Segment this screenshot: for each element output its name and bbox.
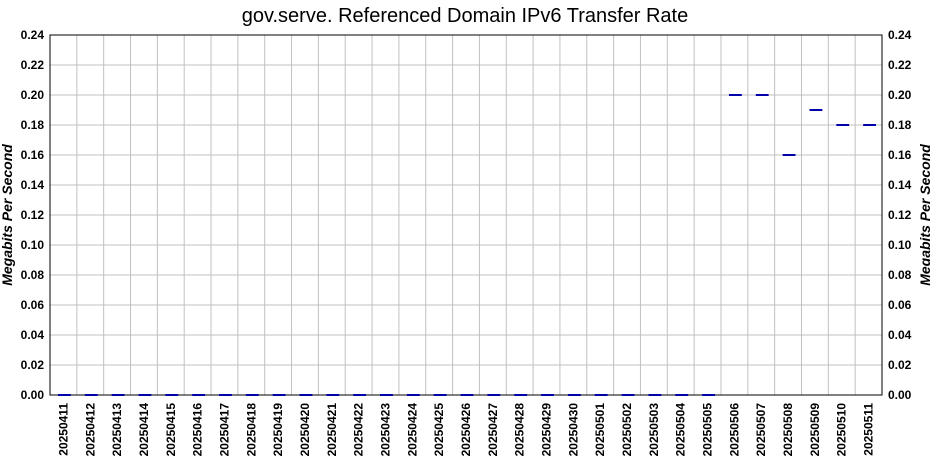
x-tick-label: 20250507 (754, 403, 768, 457)
x-tick-label: 20250427 (486, 403, 500, 457)
y-axis-label-right: Megabits Per Second (917, 144, 930, 286)
y-tick-label-right: 0.20 (888, 88, 912, 102)
y-tick-label-right: 0.24 (888, 28, 912, 42)
series-marks (58, 94, 876, 396)
y-tick-label-left: 0.16 (21, 148, 45, 162)
y-axis-label-left: Megabits Per Second (0, 144, 15, 286)
y-tick-label-left: 0.04 (21, 328, 45, 342)
x-axis: 20250411 20250412 20250413 20250414 20250415… (56, 403, 875, 457)
x-tick-label: 20250505 (701, 403, 715, 457)
x-tick-label: 20250425 (432, 403, 446, 457)
y-tick-label-left: 0.08 (21, 268, 45, 282)
y-tick-label-left: 0.24 (21, 28, 45, 42)
x-tick-label: 20250426 (459, 403, 473, 457)
y-tick-label-right: 0.06 (888, 298, 912, 312)
y-tick-label-left: 0.00 (21, 388, 45, 402)
y-tick-label-left: 0.06 (21, 298, 45, 312)
x-tick-label: 20250422 (352, 403, 366, 457)
chart-title: gov.serve. Referenced Domain IPv6 Transf… (242, 5, 689, 27)
x-tick-label: 20250417 (217, 403, 231, 457)
grid (50, 34, 882, 396)
x-tick-label: 20250420 (298, 403, 312, 457)
x-tick-label: 20250428 (513, 403, 527, 457)
x-tick-label: 20250413 (110, 403, 124, 457)
y-tick-label-right: 0.10 (888, 238, 912, 252)
y-tick-label-right: 0.22 (888, 58, 912, 72)
y-tick-label-right: 0.14 (888, 178, 912, 192)
x-tick-label: 20250412 (83, 403, 97, 457)
x-tick-label: 20250508 (781, 403, 795, 457)
x-tick-label: 20250509 (808, 403, 822, 457)
x-tick-label: 20250419 (271, 403, 285, 457)
y-tick-label-left: 0.10 (21, 238, 45, 252)
x-tick-label: 20250423 (378, 403, 392, 457)
x-tick-label: 20250506 (727, 403, 741, 457)
y-tick-label-left: 0.02 (21, 358, 45, 372)
x-tick-label: 20250414 (137, 403, 151, 457)
y-axis-left: 0.00 0.02 0.04 0.06 0.08 0.10 0.12 0.14 0.16 0.18… (21, 28, 45, 402)
x-tick-label: 20250430 (566, 403, 580, 457)
x-tick-label: 20250504 (674, 403, 688, 457)
y-tick-label-right: 0.02 (888, 358, 912, 372)
y-tick-label-left: 0.22 (21, 58, 45, 72)
x-tick-label: 20250415 (164, 403, 178, 457)
y-tick-label-left: 0.12 (21, 208, 45, 222)
y-tick-label-right: 0.00 (888, 388, 912, 402)
y-tick-label-right: 0.12 (888, 208, 912, 222)
x-tick-label: 20250429 (540, 403, 554, 457)
y-tick-label-right: 0.08 (888, 268, 912, 282)
x-tick-label: 20250503 (647, 403, 661, 457)
y-tick-label-left: 0.18 (21, 118, 45, 132)
x-tick-label: 20250411 (56, 403, 70, 456)
x-tick-label: 20250510 (835, 403, 849, 457)
x-tick-label: 20250501 (593, 403, 607, 457)
y-tick-label-left: 0.14 (21, 178, 45, 192)
x-tick-label: 20250511 (862, 403, 876, 456)
y-tick-label-right: 0.18 (888, 118, 912, 132)
y-tick-label-right: 0.16 (888, 148, 912, 162)
y-axis-right: 0.00 0.02 0.04 0.06 0.08 0.10 0.12 0.14 0.16 0.18… (888, 28, 912, 402)
x-tick-label: 20250418 (244, 403, 258, 457)
y-tick-label-left: 0.20 (21, 88, 45, 102)
y-tick-label-right: 0.04 (888, 328, 912, 342)
x-tick-label: 20250416 (191, 403, 205, 457)
x-tick-label: 20250424 (405, 403, 419, 457)
x-tick-label: 20250502 (620, 403, 634, 457)
x-tick-label: 20250421 (325, 403, 339, 457)
